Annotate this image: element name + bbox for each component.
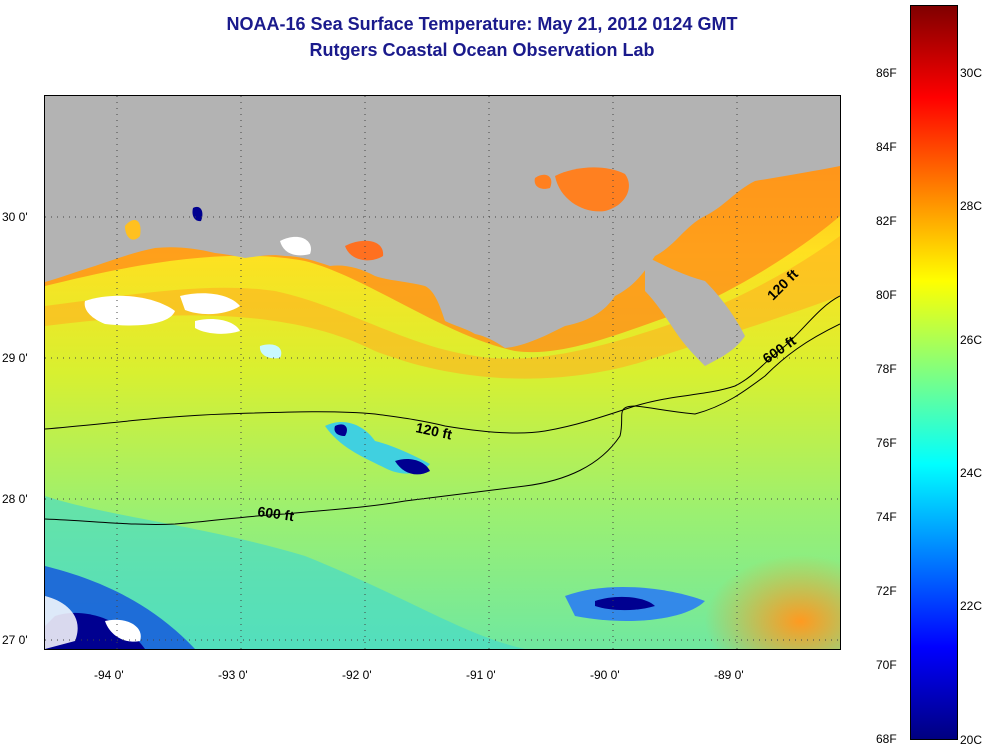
colorbar-f-86: 86F — [876, 66, 897, 80]
inland-lake-west — [345, 240, 384, 261]
colorbar-f-74: 74F — [876, 510, 897, 524]
colorbar-c-28: 28C — [960, 199, 983, 213]
colorbar-f-82: 82F — [876, 214, 897, 228]
colorbar-c-30: 30C — [960, 66, 983, 80]
lon-label-92: -92 0' — [342, 668, 372, 682]
lon-label-93: -93 0' — [218, 668, 248, 682]
inland-lake-sabine — [125, 220, 141, 240]
lon-label-90: -90 0' — [590, 668, 620, 682]
cloud-patch-1 — [84, 295, 175, 326]
cloud-patch-sw — [45, 596, 78, 649]
graticule — [45, 96, 840, 649]
inland-cloud — [280, 236, 311, 256]
colorbar-f-80: 80F — [876, 288, 897, 302]
inland-lake-maurepas — [534, 174, 552, 189]
cloud-patch-4 — [259, 344, 282, 359]
colorbar-f-68: 68F — [876, 732, 897, 746]
lon-label-94: -94 0' — [94, 668, 124, 682]
map-title: NOAA-16 Sea Surface Temperature: May 21,… — [226, 14, 738, 34]
temperature-colorbar — [910, 5, 958, 740]
cloud-patch-3 — [195, 319, 240, 334]
land-mass — [45, 96, 840, 348]
sst-map: 120 ft 600 ft 120 ft 600 ft — [44, 95, 841, 650]
isobath-120ft — [45, 295, 840, 434]
colorbar-f-84: 84F — [876, 140, 897, 154]
inland-lake-pontchartrain — [555, 167, 629, 212]
lon-label-89: -89 0' — [714, 668, 744, 682]
cloud-patch-2 — [180, 293, 240, 315]
colorbar-f-70: 70F — [876, 658, 897, 672]
cold-cloud-edge-2 — [334, 424, 347, 436]
lat-label-29: 29 0' — [2, 351, 28, 365]
isobath-600ft — [45, 323, 840, 525]
colorbar-c-20: 20C — [960, 733, 983, 747]
colorbar-f-76: 76F — [876, 436, 897, 450]
colorbar-c-22: 22C — [960, 599, 983, 613]
mississippi-delta — [645, 256, 745, 366]
colorbar-c-24: 24C — [960, 466, 983, 480]
isobath-label-600ft-west: 600 ft — [257, 503, 296, 524]
inland-cold-spot — [192, 206, 203, 222]
cloud-patch-sw-2 — [105, 619, 141, 642]
sst-map-canvas: 120 ft 600 ft 120 ft 600 ft — [45, 96, 840, 649]
colorbar-f-78: 78F — [876, 362, 897, 376]
colorbar-f-72: 72F — [876, 584, 897, 598]
colorbar-c-26: 26C — [960, 333, 983, 347]
lat-label-27: 27 0' — [2, 633, 28, 647]
cold-cloud-edge — [395, 459, 430, 475]
lat-label-30: 30 0' — [2, 210, 28, 224]
lat-label-28: 28 0' — [2, 492, 28, 506]
isobath-label-120ft-west: 120 ft — [414, 419, 453, 442]
map-subtitle: Rutgers Coastal Ocean Observation Lab — [309, 40, 655, 60]
lon-label-91: -91 0' — [466, 668, 496, 682]
